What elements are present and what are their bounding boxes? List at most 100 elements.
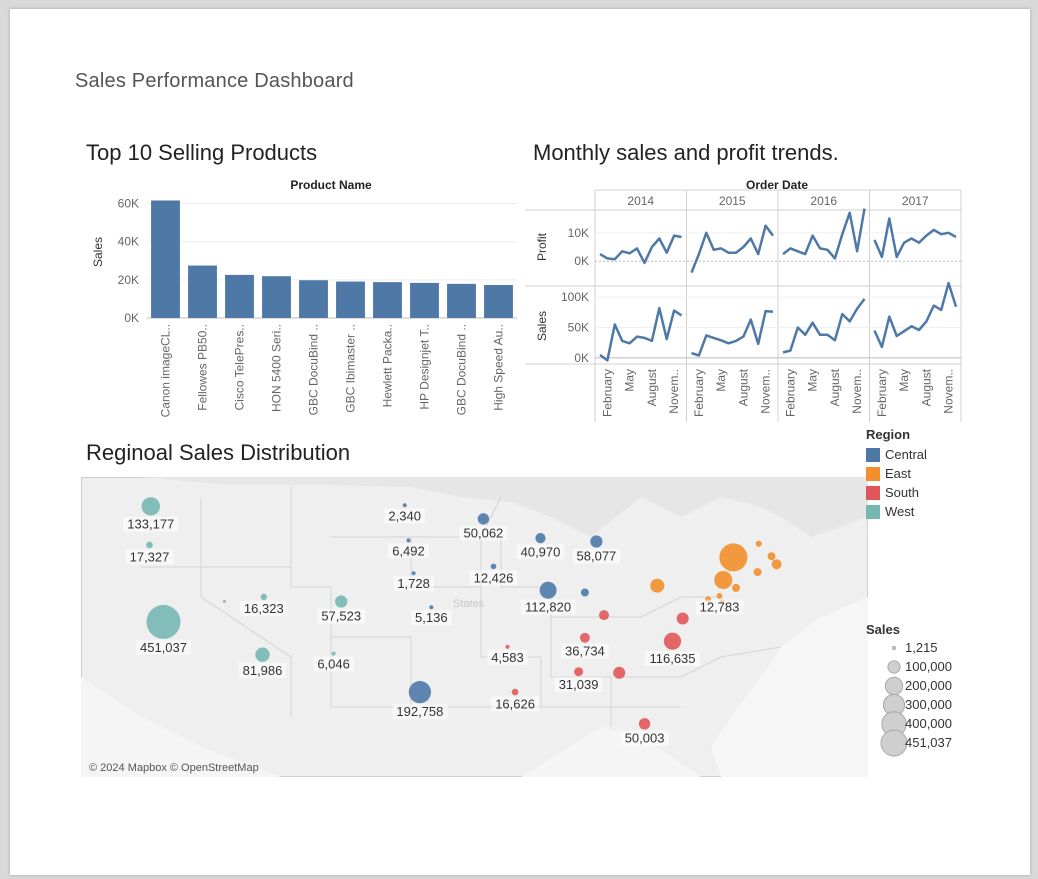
map-point-east[interactable] (714, 571, 733, 589)
region-legend-title: Region (866, 427, 911, 442)
bar-chart-ylabel: Sales (91, 237, 105, 267)
bar[interactable] (410, 282, 439, 318)
bar-category-label: GBC DocuBind .. (307, 324, 321, 415)
trend-year-header: 2017 (902, 194, 929, 208)
bar[interactable] (262, 276, 291, 318)
trend-line-profit[interactable] (782, 208, 866, 260)
size-legend-circle (887, 660, 901, 674)
map-point-south[interactable] (574, 667, 584, 677)
map-point-south[interactable] (613, 666, 626, 679)
map-point-west[interactable] (222, 600, 226, 603)
map-point-south[interactable] (638, 718, 651, 730)
trend-month-tick: August (736, 368, 750, 406)
map-point-east[interactable] (753, 568, 762, 577)
map-point-west[interactable] (146, 604, 181, 639)
bar[interactable] (299, 280, 328, 318)
map-point-west[interactable] (146, 541, 153, 549)
trends-title: Monthly sales and profit trends. (533, 140, 839, 165)
bar[interactable] (336, 281, 365, 318)
bar[interactable] (188, 265, 217, 318)
map-label-bg (487, 649, 528, 665)
bar-category-label: Cisco TelePres.. (233, 324, 247, 410)
map-point-south[interactable] (676, 612, 689, 625)
size-legend-circle (892, 646, 896, 650)
map-point-central[interactable] (402, 503, 407, 508)
trend-month-tick: August (828, 368, 842, 406)
trend-line-sales[interactable] (691, 309, 774, 357)
bar-category-label: High Speed Au.. (492, 324, 506, 411)
map-point-label: 16,626 (495, 696, 535, 711)
map-point-east[interactable] (716, 593, 723, 599)
legend-item-south[interactable]: South (866, 483, 927, 502)
map-point-label: 17,327 (130, 549, 170, 564)
trend-month-tick: Novem.. (850, 369, 864, 414)
map-point-east[interactable] (755, 540, 762, 547)
map-point-south[interactable] (505, 644, 510, 649)
map-point-east[interactable] (650, 578, 665, 593)
trend-line-profit[interactable] (690, 224, 775, 274)
map-point-east[interactable] (719, 543, 748, 572)
trend-month-tick: February (600, 369, 614, 417)
map-point-west[interactable] (335, 595, 348, 608)
map-point-west[interactable] (331, 651, 336, 656)
map-point-central[interactable] (477, 513, 490, 525)
map-point-west[interactable] (255, 647, 270, 662)
size-legend-title: Sales (866, 622, 900, 637)
map-point-central[interactable] (408, 681, 431, 704)
trend-chart-header: Order Date (746, 178, 808, 192)
monthly-trends-chart[interactable]: Order Date 2014 2015 2016 2017 ProfitSales … (525, 172, 965, 434)
map-point-central[interactable] (406, 538, 411, 543)
map-label-bg (459, 525, 508, 541)
trend-line-sales[interactable] (873, 281, 958, 349)
trend-line-sales[interactable] (599, 306, 683, 362)
trend-month-tick: August (645, 368, 659, 406)
bar[interactable] (447, 283, 476, 318)
map-label-bg (520, 599, 576, 615)
map-point-south[interactable] (599, 610, 609, 621)
map-point-central[interactable] (535, 533, 546, 544)
bar[interactable] (225, 274, 254, 318)
map-point-west[interactable] (141, 497, 160, 516)
legend-item-east[interactable]: East (866, 464, 927, 483)
trend-row-label: Sales (535, 311, 549, 341)
map-point-east[interactable] (732, 583, 740, 592)
trend-month-tick: February (692, 369, 706, 417)
top-products-title: Top 10 Selling Products (86, 140, 318, 165)
bar[interactable] (151, 200, 180, 318)
legend-swatch (866, 466, 880, 481)
map-point-central[interactable] (490, 563, 497, 570)
trend-month-tick: May (897, 369, 911, 392)
map-point-south[interactable] (663, 632, 682, 650)
regional-sales-map[interactable]: States 133,177 17,327 451,037 16,323 57,523 8… (81, 477, 868, 777)
top-products-bar-chart[interactable]: Product Name Sales 0K 20K 40K 60K Canon ima… (85, 172, 525, 434)
trend-line-sales[interactable] (782, 298, 866, 354)
map-point-south[interactable] (511, 688, 519, 696)
legend-swatch (866, 485, 880, 500)
map-label-bg (469, 570, 518, 586)
bar[interactable] (484, 284, 513, 318)
map-point-central[interactable] (411, 571, 416, 576)
map-point-east[interactable] (767, 552, 776, 561)
map-point-central[interactable] (429, 605, 434, 610)
map-label-bg (317, 608, 366, 624)
map-point-central[interactable] (539, 581, 557, 599)
bar-category-label: Canon imageCL.. (159, 324, 173, 417)
legend-item-west[interactable]: West (866, 502, 927, 521)
map-point-east[interactable] (771, 559, 782, 570)
size-legend-label: 1,215 (905, 640, 938, 655)
size-legend-label: 300,000 (905, 697, 952, 712)
map-point-central[interactable] (590, 535, 603, 548)
map-point-label: 16,323 (244, 601, 284, 616)
map-point-central[interactable] (580, 588, 589, 597)
trend-line-profit[interactable] (873, 217, 957, 259)
bar[interactable] (373, 282, 402, 318)
map-point-label: 36,734 (565, 644, 605, 659)
map-label-bg (491, 696, 539, 712)
trend-month-tick: Novem.. (942, 369, 956, 414)
map-point-south[interactable] (580, 632, 590, 643)
map-label-bg (125, 549, 174, 565)
map-label-bg (393, 576, 434, 592)
map-point-west[interactable] (260, 593, 267, 601)
legend-item-central[interactable]: Central (866, 445, 927, 464)
trend-line-profit[interactable] (599, 234, 682, 265)
